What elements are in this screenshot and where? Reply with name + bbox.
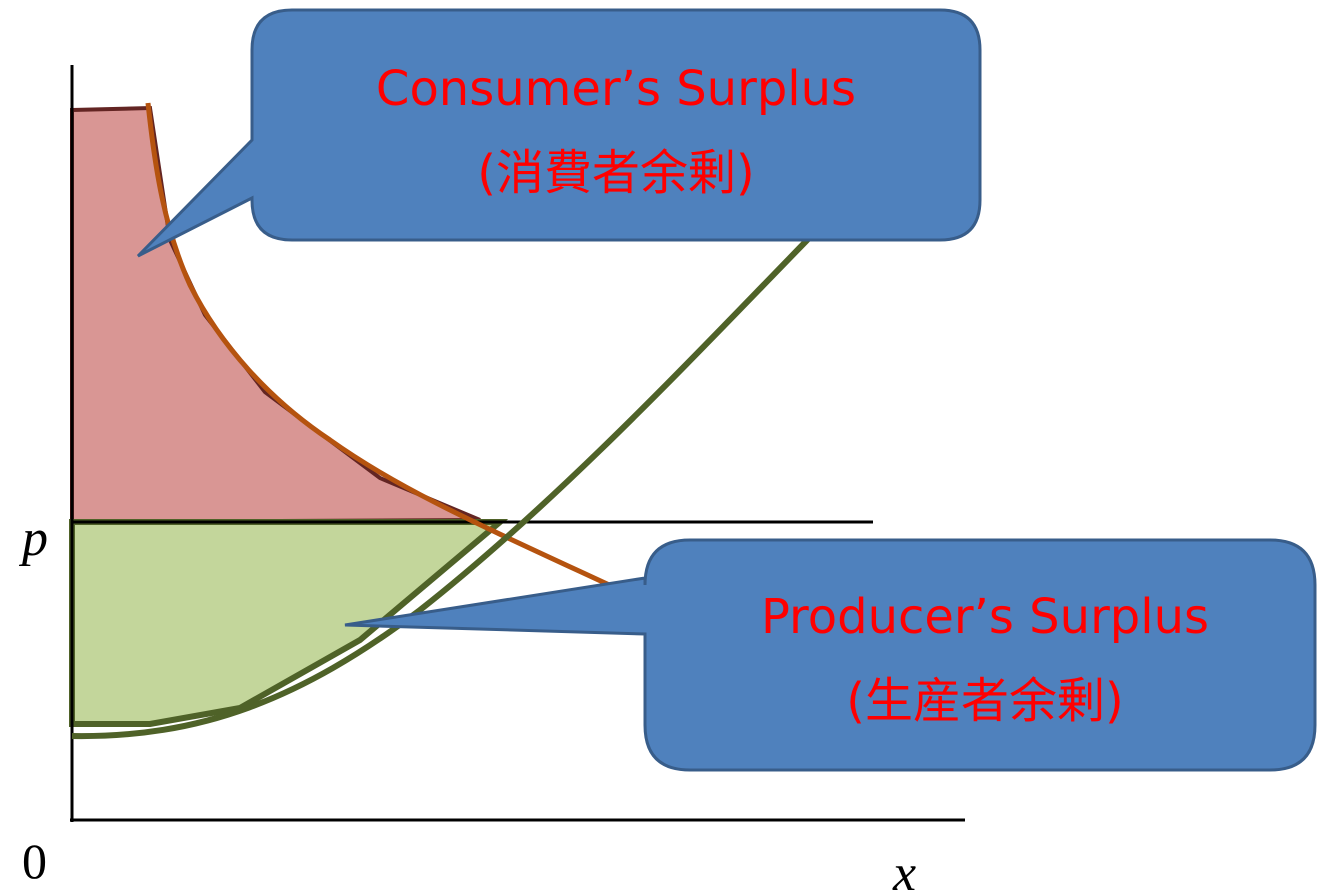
demand-curve	[145, 102, 622, 593]
supply-curve	[71, 229, 818, 740]
y-axis-label: p	[18, 510, 48, 567]
callout-title: Consumer’s Surplus	[376, 61, 856, 117]
x-axis-label: x	[892, 845, 916, 896]
origin-label: 0	[22, 833, 47, 889]
consumer-callout	[136, 8, 982, 258]
callout-title: Producer’s Surplus	[761, 589, 1209, 645]
producer-callout	[344, 538, 1317, 772]
callout-subtitle: (消費者余剰)	[477, 145, 754, 201]
callout-subtitle: (生産者余剰)	[846, 673, 1123, 729]
